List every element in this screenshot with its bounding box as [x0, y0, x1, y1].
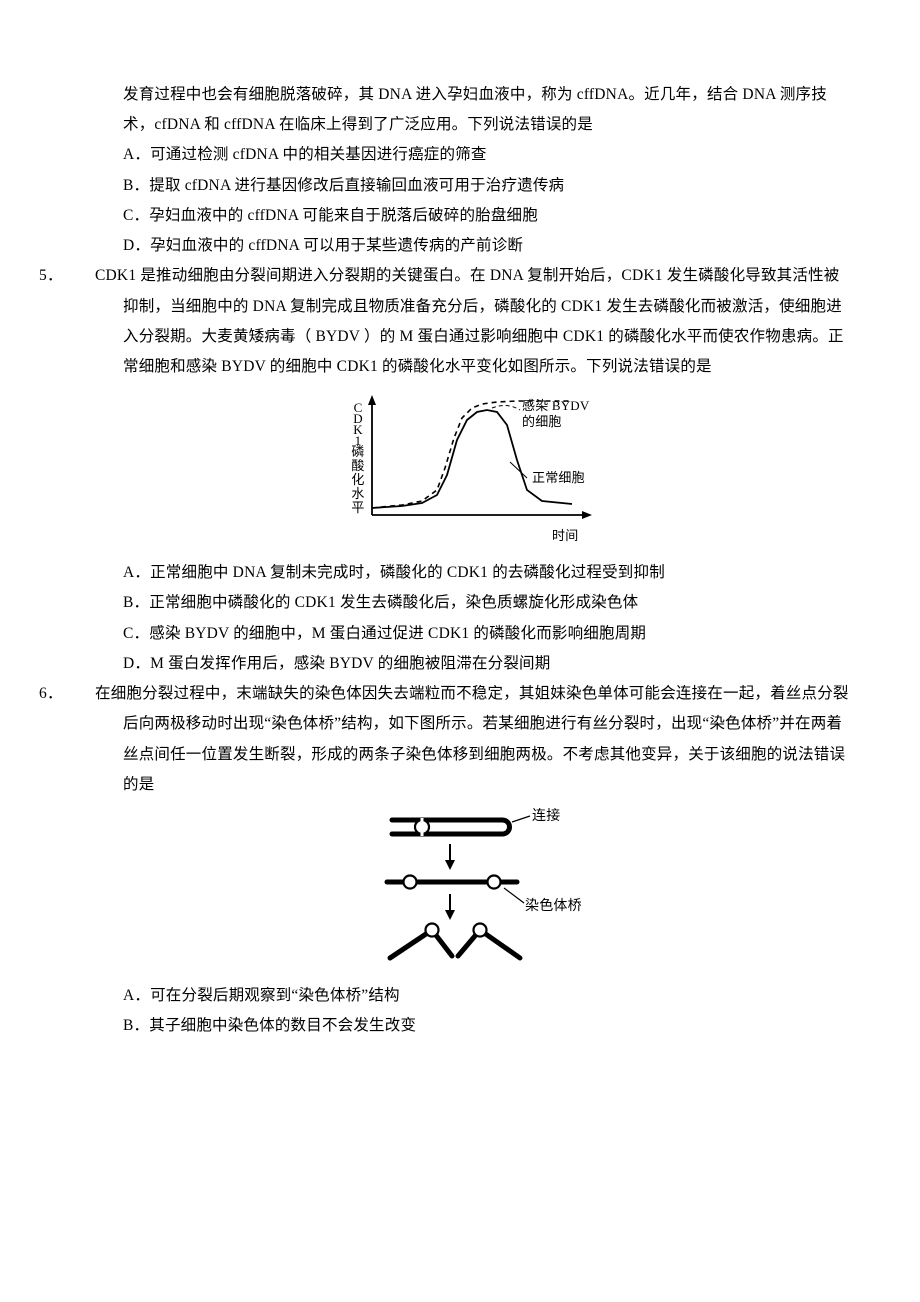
q5-option-b: B．正常细胞中磷酸化的 CDK1 发生去磷酸化后，染色质螺旋化形成染色体 [123, 588, 850, 618]
q6-label-bridge: 染色体桥 [525, 897, 582, 914]
q5-number: 5． [67, 261, 95, 291]
q5-legend-normal: 正常细胞 [532, 470, 585, 485]
q5-xlabel: 时间 [552, 528, 578, 543]
q4-option-d: D．孕妇血液中的 cffDNA 可以用于某些遗传病的产前诊断 [123, 231, 850, 261]
q5: 5．CDK1 是推动细胞由分裂间期进入分裂期的关键蛋白。在 DNA 复制开始后，… [123, 261, 850, 679]
q5-stem: 5．CDK1 是推动细胞由分裂间期进入分裂期的关键蛋白。在 DNA 复制开始后，… [123, 261, 850, 382]
q5-legend-infected: 感染 BYDV [522, 398, 590, 413]
q6-stem: 6．在细胞分裂过程中，末端缺失的染色体因失去端粒而不稳定，其姐妹染色单体可能会连… [123, 679, 850, 800]
q6-top-chromosome [392, 816, 530, 836]
q5-option-a: A．正常细胞中 DNA 复制未完成时，磷酸化的 CDK1 的去磷酸化过程受到抑制 [123, 558, 850, 588]
q6-option-b: B．其子细胞中染色体的数目不会发生改变 [123, 1011, 850, 1041]
q6-option-a: A．可在分裂后期观察到“染色体桥”结构 [123, 981, 850, 1011]
q5-option-c: C．感染 BYDV 的细胞中，M 蛋白通过促进 CDK1 的磷酸化而影响细胞周期 [123, 619, 850, 649]
q6-diagram: 连接 染色体桥 [123, 808, 850, 973]
q4-option-c: C．孕妇血液中的 cffDNA 可能来自于脱落后破碎的胎盘细胞 [123, 201, 850, 231]
q5-stem-text: CDK1 是推动细胞由分裂间期进入分裂期的关键蛋白。在 DNA 复制开始后，CD… [95, 267, 844, 375]
q5-option-d: D．M 蛋白发挥作用后，感染 BYDV 的细胞被阻滞在分裂间期 [123, 649, 850, 679]
q6-separated [390, 923, 520, 958]
q4-continuation: 发育过程中也会有细胞脱落破碎，其 DNA 进入孕妇血液中，称为 cffDNA。近… [123, 80, 850, 261]
q6-label-connect: 连接 [532, 808, 560, 824]
q6-stem-text: 在细胞分裂过程中，末端缺失的染色体因失去端粒而不稳定，其姐妹染色单体可能会连接在… [95, 685, 849, 793]
q6-bridge-chromosome [387, 875, 524, 903]
q4-option-a: A．可通过检测 cfDNA 中的相关基因进行癌症的筛查 [123, 140, 850, 170]
q4-stem-tail: 发育过程中也会有细胞脱落破碎，其 DNA 进入孕妇血液中，称为 cffDNA。近… [123, 80, 850, 140]
q6-number: 6． [67, 679, 95, 709]
q5-ylabel: CDK1磷酸化水平 [351, 400, 364, 515]
q4-option-b: B．提取 cfDNA 进行基因修改后直接输回血液可用于治疗遗传病 [123, 171, 850, 201]
q5-chart: 感染 BYDV 的细胞 正常细胞 CDK1磷酸化水平 时间 [123, 390, 850, 550]
q5-legend-infected-2: 的细胞 [522, 414, 562, 429]
q6: 6．在细胞分裂过程中，末端缺失的染色体因失去端粒而不稳定，其姐妹染色单体可能会连… [123, 679, 850, 1041]
